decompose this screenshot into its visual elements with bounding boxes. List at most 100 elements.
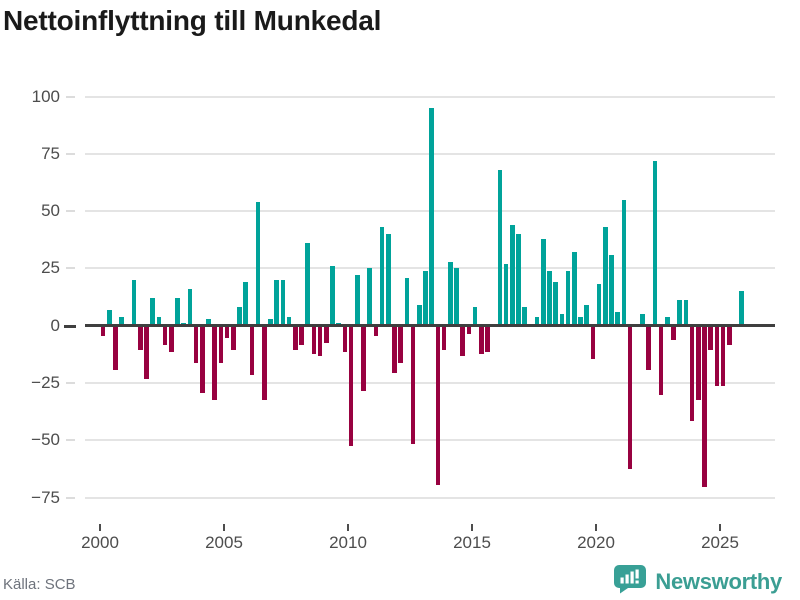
bar-2014q4 (466, 326, 472, 334)
bar-2008q3 (311, 326, 317, 355)
bar-2023q3 (683, 300, 689, 326)
x-tick-label: 2010 (329, 533, 367, 552)
gridline (85, 382, 775, 384)
y-tick-mark (66, 95, 75, 98)
x-tick-label: 2015 (453, 533, 491, 552)
bar-2019q2 (578, 316, 583, 326)
y-tick-mark (66, 439, 75, 442)
y-tick-mark (66, 382, 75, 384)
bar-2024q1 (696, 326, 701, 401)
bar-2020q3 (609, 254, 614, 326)
bar-2018q3 (559, 314, 565, 326)
bar-2011q4 (392, 326, 397, 373)
bar-2022q2 (652, 160, 658, 326)
bar-2012q4 (417, 305, 422, 326)
y-tick-mark (64, 324, 76, 328)
bar-2003q4 (193, 326, 199, 364)
bar-2022q1 (646, 326, 651, 371)
y-tick-label: 75 (41, 143, 60, 163)
bar-2016q4 (516, 234, 521, 326)
x-tick-label: 2005 (205, 533, 243, 552)
bar-2017q1 (522, 307, 527, 326)
y-tick-label: −25 (31, 373, 60, 392)
bar-2025q4 (739, 291, 744, 326)
x-tick-mark (595, 524, 597, 531)
bar-2004q3 (212, 326, 217, 401)
bar-2010q3 (361, 326, 366, 391)
bar-2001q4 (144, 326, 149, 380)
gridline (85, 496, 775, 499)
bar-2008q4 (317, 326, 323, 357)
bar-2000q3 (113, 326, 118, 371)
bar-2012q3 (410, 326, 416, 444)
bar-2000q4 (119, 316, 124, 326)
bar-2000q2 (107, 309, 112, 326)
bar-2006q4 (268, 318, 273, 326)
bar-2025q1 (720, 326, 726, 387)
bar-2024q4 (714, 326, 720, 387)
bar-2014q3 (460, 326, 465, 357)
y-tick-label: 100 (31, 86, 60, 106)
bar-2020q2 (603, 227, 608, 326)
newsworthy-logo[interactable]: Newsworthy (613, 564, 782, 599)
bar-2016q3 (510, 224, 515, 326)
bar-2013q1 (423, 270, 428, 326)
y-tick-mark (66, 152, 75, 155)
bar-2001q2 (131, 279, 137, 326)
bar-2002q3 (162, 326, 168, 346)
bar-2002q4 (169, 326, 174, 352)
bar-2021q2 (627, 326, 633, 469)
bar-2024q2 (702, 326, 707, 488)
source-label: Källa: SCB (3, 576, 76, 593)
x-tick-label: 2000 (81, 533, 119, 552)
page-title: Nettoinflyttning till Munkedal (3, 5, 382, 36)
bar-2012q2 (404, 277, 410, 326)
y-tick-label: −50 (31, 430, 60, 450)
y-tick-mark (66, 210, 75, 213)
x-tick-label: 2020 (577, 533, 615, 552)
bar-2022q3 (658, 326, 664, 396)
bar-chart: 100 75 50 25 0 −25 −50 −75 2000 2005 2010 2015 2020 2… (31, 86, 775, 552)
bar-2010q4 (367, 268, 372, 326)
bar-2009q4 (342, 326, 348, 352)
bar-2005q4 (243, 282, 248, 326)
bar-2010q1 (348, 326, 354, 446)
bar-2019q3 (584, 305, 589, 326)
bar-2015q3 (485, 326, 490, 352)
bar-2006q2 (255, 201, 261, 326)
bar-2023q4 (689, 326, 695, 421)
bar-2004q2 (206, 318, 211, 326)
x-tick-label: 2025 (701, 533, 739, 552)
bar-2001q3 (138, 326, 143, 350)
bar-2005q2 (231, 326, 236, 350)
bar-2008q1 (299, 326, 304, 346)
y-tick-label: 50 (41, 201, 60, 221)
bar-2007q3 (286, 316, 292, 326)
x-tick-mark (347, 524, 349, 531)
bar-2007q4 (293, 326, 298, 350)
bar-2003q1 (175, 298, 180, 326)
bar-2025q2 (727, 326, 732, 346)
bar-2021q4 (640, 314, 645, 326)
gridline (85, 439, 775, 442)
bar-2018q4 (565, 270, 571, 326)
bar-2019q1 (572, 252, 577, 326)
bar-2018q1 (547, 270, 552, 326)
bar-2011q2 (379, 227, 385, 326)
bar-2016q1 (497, 169, 503, 326)
bar-2006q3 (262, 326, 267, 401)
bar-2004q1 (200, 326, 205, 394)
y-tick-label: 0 (50, 315, 60, 335)
bar-2002q2 (156, 316, 162, 326)
bar-2009q1 (324, 326, 329, 343)
bar-2023q1 (671, 326, 676, 341)
bar-2022q4 (665, 316, 670, 326)
x-tick-mark (223, 524, 225, 531)
bar-2002q1 (150, 298, 155, 326)
bar-2017q3 (534, 316, 540, 326)
bar-2023q2 (677, 300, 682, 326)
bar-2017q4 (541, 238, 546, 326)
bar-2000q1 (100, 326, 106, 336)
bar-2003q3 (187, 289, 193, 326)
